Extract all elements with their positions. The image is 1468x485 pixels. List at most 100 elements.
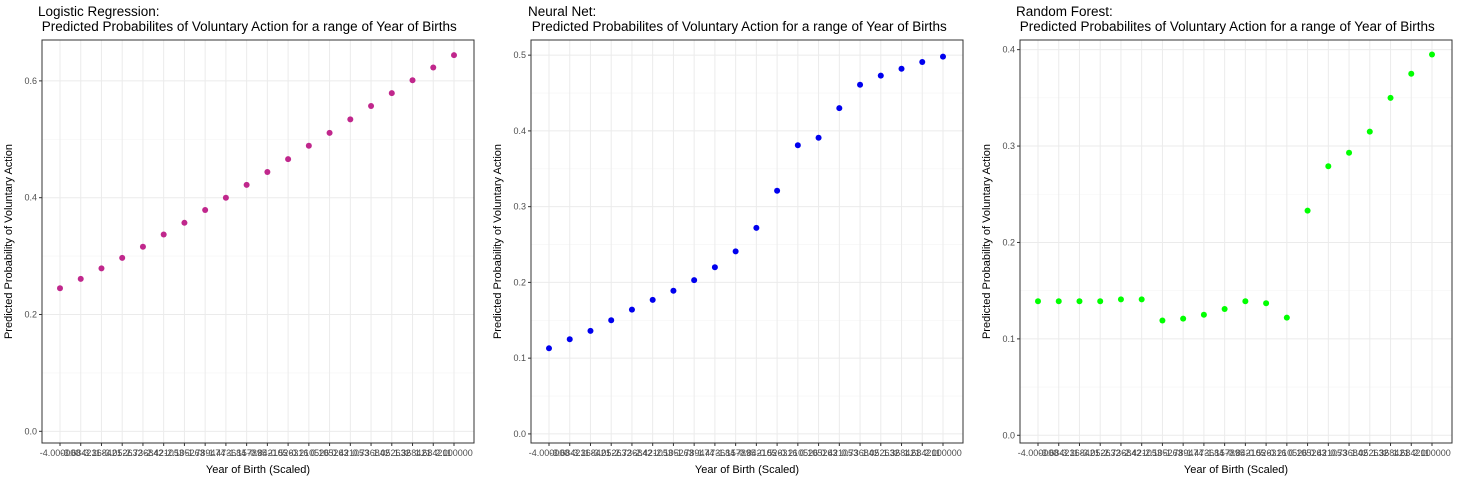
- x-axis-label: Year of Birth (Scaled): [206, 464, 310, 476]
- x-tick-label: -3.368421: [81, 448, 122, 458]
- data-point: [649, 296, 656, 303]
- x-tick-label: 1.368421: [1372, 448, 1410, 458]
- x-tick-label: -2.421053: [143, 448, 184, 458]
- x-tick-label: -1.473684: [1184, 448, 1225, 458]
- data-point: [202, 206, 209, 213]
- data-point: [1159, 317, 1166, 324]
- data-point: [1180, 315, 1187, 322]
- y-tick-label: 0.4: [513, 126, 526, 136]
- y-tick-label: 0.4: [1002, 45, 1015, 55]
- x-tick-label: 1.368421: [394, 448, 432, 458]
- x-tick-label: -3.684211: [1039, 448, 1079, 458]
- y-tick-label: 0.2: [513, 277, 526, 287]
- x-tick-label: 0.736842: [841, 448, 879, 458]
- data-point: [388, 90, 395, 97]
- x-tick-label: -2.736842: [123, 448, 164, 458]
- data-point: [222, 194, 229, 201]
- data-point: [119, 254, 126, 261]
- chart-title-line2: Predicted Probabilites of Voluntary Acti…: [1016, 19, 1435, 34]
- data-point: [1242, 298, 1249, 305]
- data-point: [285, 156, 292, 163]
- data-point: [1429, 51, 1435, 58]
- x-tick-label: -1.157895: [1204, 448, 1245, 458]
- data-point: [608, 317, 615, 324]
- panel-border: [530, 39, 964, 444]
- data-point: [1097, 298, 1104, 305]
- chart-title-line2: Predicted Probabilites of Voluntary Acti…: [528, 19, 947, 34]
- y-tick-label: 0.3: [513, 202, 526, 212]
- data-point: [1408, 70, 1415, 77]
- x-tick-label: 0.736842: [1330, 448, 1368, 458]
- x-tick-label: -3.052632: [591, 448, 632, 458]
- y-tick-label: 0.3: [1002, 141, 1015, 151]
- x-tick-label: 2.000000: [924, 448, 962, 458]
- x-tick-label: -4.000000: [529, 448, 570, 458]
- x-tick-label: -1.789474: [185, 448, 226, 458]
- x-tick-label: 1.684211: [1393, 448, 1430, 458]
- x-tick-label: 1.684211: [904, 448, 941, 458]
- x-tick-label: -2.736842: [612, 448, 653, 458]
- data-point: [587, 327, 594, 334]
- x-tick-label: -3.684211: [61, 448, 101, 458]
- x-tick-label: 0.421053: [1310, 448, 1348, 458]
- x-tick-label: 0.421053: [821, 448, 859, 458]
- data-point: [774, 187, 781, 194]
- x-tick-label: -2.105263: [164, 448, 205, 458]
- data-point: [711, 264, 718, 271]
- data-point: [451, 52, 457, 59]
- data-point: [1283, 314, 1290, 321]
- x-tick-label: 1.052632: [1351, 448, 1389, 458]
- data-point: [794, 142, 801, 149]
- x-tick-label: -4.000000: [1018, 448, 1059, 458]
- data-point: [732, 248, 739, 255]
- chart-title-line1: Random Forest:: [1016, 4, 1113, 19]
- data-point: [77, 275, 84, 282]
- x-tick-label: -0.210526: [1267, 448, 1308, 458]
- data-point: [898, 65, 905, 72]
- panel-border: [1019, 39, 1453, 444]
- data-point: [753, 224, 760, 231]
- x-tick-label: -1.789474: [1163, 448, 1204, 458]
- x-tick-label: -3.684211: [550, 448, 590, 458]
- x-tick-label: -1.157895: [226, 448, 267, 458]
- x-tick-label: -3.368421: [1059, 448, 1100, 458]
- data-point: [326, 129, 333, 136]
- y-tick-label: 0.1: [1002, 334, 1015, 344]
- y-tick-label: 0.2: [1002, 237, 1015, 247]
- y-tick-label: 0.6: [24, 76, 37, 86]
- x-tick-label: -1.473684: [695, 448, 736, 458]
- data-point: [815, 134, 822, 141]
- data-point: [1346, 149, 1353, 156]
- x-tick-label: 0.105263: [800, 448, 838, 458]
- x-tick-label: -1.157895: [715, 448, 756, 458]
- data-point: [264, 168, 271, 175]
- data-point: [305, 142, 312, 149]
- y-axis-label: Predicted Probability of Voluntary Actio…: [3, 144, 15, 339]
- y-tick-label: 0.0: [513, 429, 526, 439]
- x-tick-label: -0.526316: [757, 448, 798, 458]
- x-tick-label: 0.105263: [1289, 448, 1327, 458]
- x-tick-label: -4.000000: [40, 448, 81, 458]
- x-tick-label: -0.526316: [268, 448, 309, 458]
- chart-panel: 0.00.20.40.6-4.000000-3.684211-3.368421-…: [3, 4, 475, 476]
- data-point: [919, 58, 926, 65]
- y-axis-label: Predicted Probability of Voluntary Actio…: [492, 144, 504, 339]
- data-point: [1304, 207, 1311, 214]
- x-tick-label: -3.052632: [102, 448, 143, 458]
- data-point: [1055, 298, 1062, 305]
- chart-panel: 0.0 0.1 0.2 0.3 0.4 0.5 -4.000000-3.684211-3.3…: [492, 4, 964, 476]
- y-tick-label: 0.5: [513, 50, 526, 60]
- x-tick-label: -2.421053: [1121, 448, 1162, 458]
- data-point: [1076, 298, 1083, 305]
- y-tick-label: 0.2: [24, 310, 37, 320]
- x-tick-label: 0.736842: [352, 448, 390, 458]
- data-point: [1138, 296, 1145, 303]
- x-axis-label: Year of Birth (Scaled): [1184, 464, 1288, 476]
- y-tick-label: 0.4: [24, 193, 37, 203]
- data-point: [243, 181, 250, 188]
- data-point: [1117, 296, 1124, 303]
- x-tick-label: -0.842105: [736, 448, 777, 458]
- data-point: [566, 336, 573, 343]
- data-point: [1221, 305, 1228, 312]
